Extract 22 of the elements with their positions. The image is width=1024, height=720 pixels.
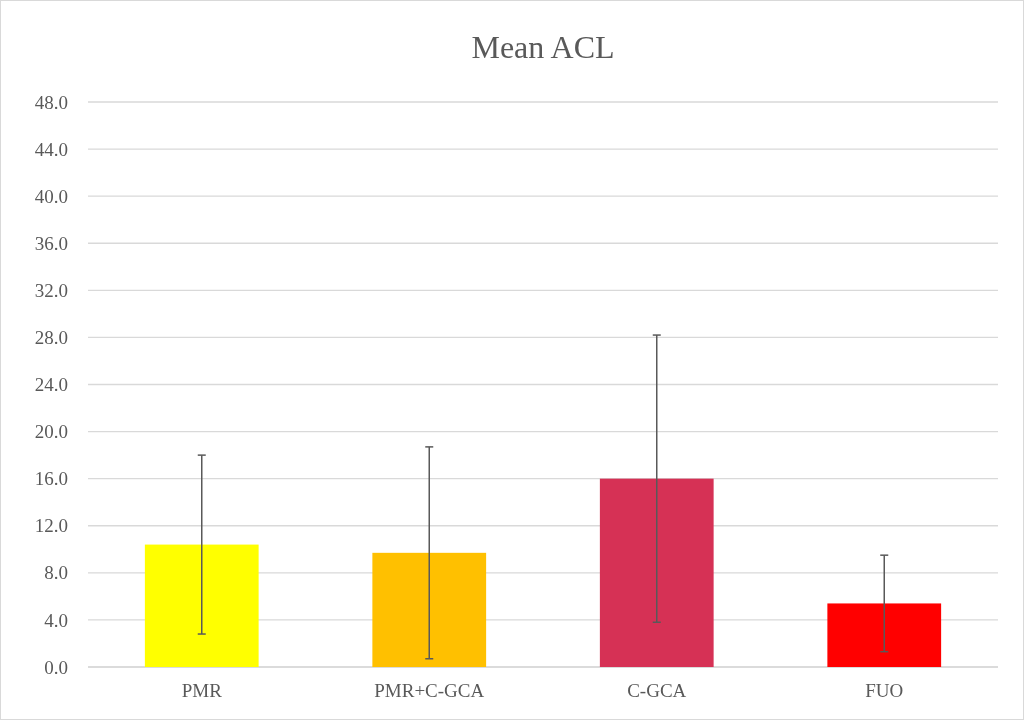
y-tick-label: 48.0	[34, 91, 68, 113]
x-tick-label: FUO	[865, 680, 904, 701]
y-tick-label: 4.0	[44, 609, 68, 631]
y-tick-label: 44.0	[34, 138, 68, 160]
y-tick-label: 28.0	[34, 327, 68, 349]
y-tick-label: 0.0	[44, 656, 68, 678]
bar	[372, 552, 487, 667]
y-tick-label: 40.0	[34, 185, 68, 207]
y-tick-label: 24.0	[34, 374, 68, 396]
x-tick-label: C-GCA	[627, 680, 687, 701]
y-tick-label: 12.0	[34, 515, 68, 537]
x-tick-label: PMR+C-GCA	[374, 680, 485, 701]
bar	[827, 603, 942, 667]
chart-title: Mean ACL	[471, 29, 615, 65]
bar	[599, 478, 714, 667]
y-tick-label: 20.0	[34, 421, 68, 443]
x-tick-label: PMR	[181, 680, 223, 701]
bar	[144, 544, 259, 667]
y-tick-label: 8.0	[44, 562, 68, 584]
y-tick-label: 32.0	[34, 279, 68, 301]
y-tick-label: 16.0	[34, 468, 68, 490]
y-tick-label: 36.0	[34, 232, 68, 254]
